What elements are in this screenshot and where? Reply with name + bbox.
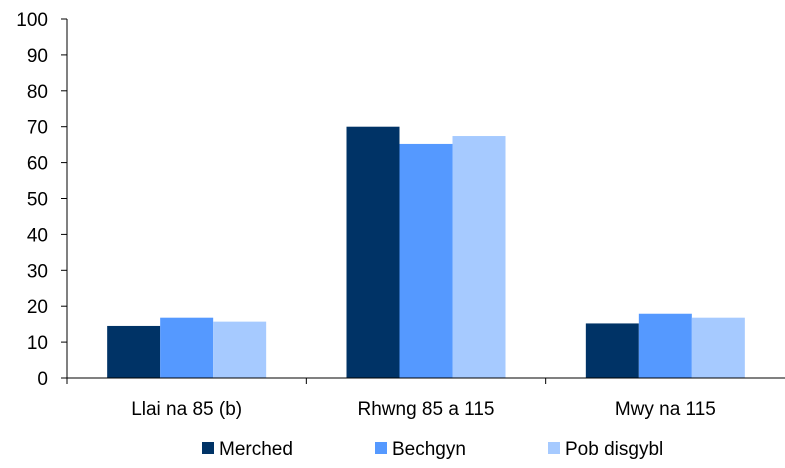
y-tick-label: 90 bbox=[27, 46, 48, 67]
legend-swatch-pob-disgybl bbox=[548, 442, 560, 454]
y-tick-label: 0 bbox=[37, 369, 48, 390]
legend-label: Pob disgybl bbox=[565, 439, 663, 460]
chart-bars bbox=[107, 126, 745, 378]
legend-swatch-bechgyn bbox=[375, 442, 387, 454]
y-tick-label: 100 bbox=[16, 10, 48, 31]
y-tick-label: 60 bbox=[27, 154, 48, 175]
bar-bechgyn-1 bbox=[399, 143, 453, 378]
bar-pob-disgybl-1 bbox=[452, 136, 506, 378]
bar-merched-0 bbox=[107, 325, 161, 378]
y-axis-ticks: 0 10 20 30 40 50 60 70 80 90 100 bbox=[16, 10, 67, 390]
bar-bechgyn-2 bbox=[638, 313, 692, 378]
legend-label: Bechgyn bbox=[392, 439, 466, 460]
x-category-label: Mwy na 115 bbox=[615, 399, 716, 420]
y-tick-label: 20 bbox=[27, 297, 48, 318]
legend: Merched Bechgyn Pob disgybl bbox=[202, 439, 663, 460]
bar-merched-1 bbox=[346, 126, 400, 378]
y-tick-label: 50 bbox=[27, 190, 48, 211]
bar-pob-disgybl-2 bbox=[691, 317, 745, 378]
y-tick-label: 80 bbox=[27, 82, 48, 103]
bar-pob-disgybl-0 bbox=[213, 321, 267, 378]
legend-label: Merched bbox=[219, 439, 293, 460]
x-category-label: Llai na 85 (b) bbox=[131, 399, 242, 420]
x-category-label: Rhwng 85 a 115 bbox=[358, 399, 495, 420]
y-tick-label: 30 bbox=[27, 261, 48, 282]
x-axis-ticks: Llai na 85 (b) Rhwng 85 a 115 Mwy na 115 bbox=[66, 378, 716, 420]
y-tick-label: 70 bbox=[27, 118, 48, 139]
bar-bechgyn-0 bbox=[160, 317, 214, 378]
legend-swatch-merched bbox=[202, 442, 214, 454]
bar-merched-2 bbox=[585, 323, 639, 378]
y-tick-label: 10 bbox=[27, 333, 48, 354]
y-tick-label: 40 bbox=[27, 225, 48, 246]
